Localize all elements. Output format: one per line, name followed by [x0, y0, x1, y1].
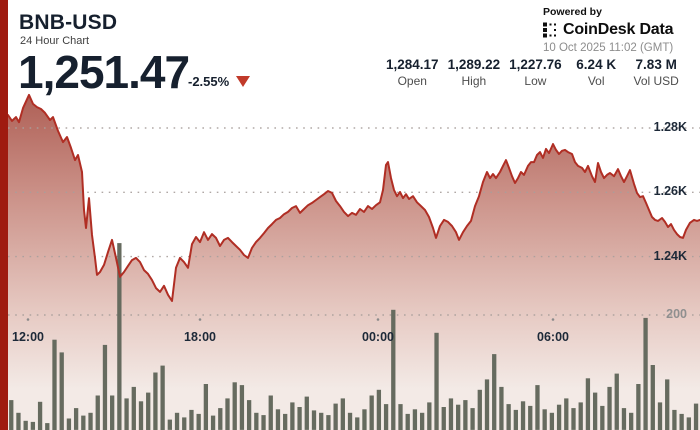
- chart-subtitle: 24 Hour Chart: [20, 35, 90, 47]
- stat-low: 1,227.76 Low: [509, 57, 562, 88]
- stat-volume-value: 6.24 K: [576, 57, 617, 72]
- instrument-symbol: BNB-USD: [19, 11, 118, 34]
- powered-by-block: Powered by CoinDesk Data 10: [543, 6, 693, 54]
- stat-volume: 6.24 K Vol: [571, 57, 622, 88]
- stat-volume-usd-label: Vol USD: [633, 74, 679, 88]
- stat-open-label: Open: [397, 74, 427, 88]
- quote-timestamp: 10 Oct 2025 11:02 (GMT): [543, 42, 674, 54]
- coindesk-logo-icon: [543, 22, 559, 38]
- stat-volume-label: Vol: [587, 74, 605, 88]
- price-change-row: -2.55%: [188, 74, 251, 89]
- coindesk-brand-link[interactable]: CoinDesk Data: [543, 21, 693, 39]
- current-price: 1,251.47: [18, 46, 190, 98]
- ohlc-stats-row: 1,284.17 Open 1,289.22 High 1,227.76 Low…: [386, 57, 682, 88]
- price-change-percent: -2.55%: [188, 74, 230, 89]
- coindesk-brand-name: CoinDesk Data: [563, 21, 674, 38]
- stat-low-label: Low: [524, 74, 547, 88]
- stat-high-value: 1,289.22: [447, 57, 501, 72]
- arrow-down-icon: [236, 76, 251, 87]
- stat-open: 1,284.17 Open: [386, 57, 439, 88]
- stat-low-value: 1,227.76: [509, 57, 562, 72]
- stat-open-value: 1,284.17: [386, 57, 439, 72]
- stat-volume-usd-value: 7.83 M: [635, 57, 677, 72]
- stat-high-label: High: [461, 74, 487, 88]
- stat-high: 1,289.22 High: [448, 57, 501, 88]
- powered-by-label: Powered by: [543, 6, 602, 18]
- stat-volume-usd: 7.83 M Vol USD: [631, 57, 682, 88]
- left-accent-bar: [0, 0, 8, 430]
